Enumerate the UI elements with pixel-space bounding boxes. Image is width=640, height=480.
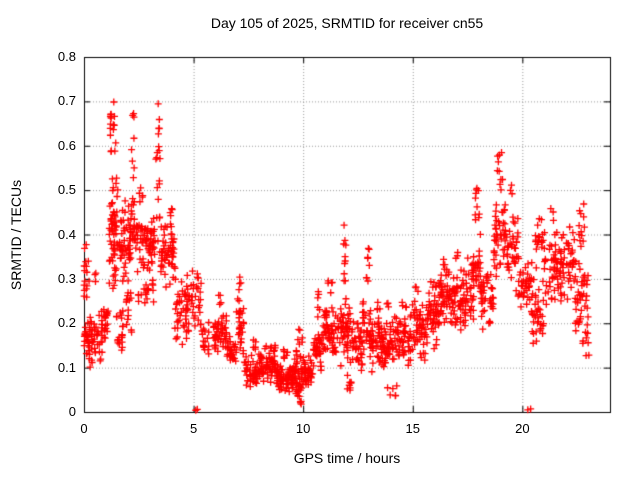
y-tick-label: 0.3 — [57, 270, 76, 286]
x-tick-label: 5 — [189, 421, 198, 436]
y-tick-label: 0.5 — [57, 182, 76, 198]
y-tick-label: 0 — [68, 404, 76, 419]
x-axis-label: GPS time / hours — [293, 450, 401, 466]
x-tick-label: 15 — [405, 421, 420, 436]
y-tick-label: 0.2 — [57, 315, 76, 331]
x-tick-label: 0 — [80, 421, 88, 436]
chart-title: Day 105 of 2025, SRMTID for receiver cn5… — [210, 15, 484, 31]
x-tick-label: 10 — [295, 421, 311, 436]
y-tick-label: 0.7 — [57, 93, 76, 109]
x-tick-label: 20 — [515, 421, 530, 436]
y-tick-label: 0.6 — [57, 137, 76, 153]
y-tick-label: 0.8 — [57, 49, 76, 64]
y-tick-label: 0.1 — [57, 359, 76, 375]
y-tick-label: 0.4 — [57, 226, 76, 242]
